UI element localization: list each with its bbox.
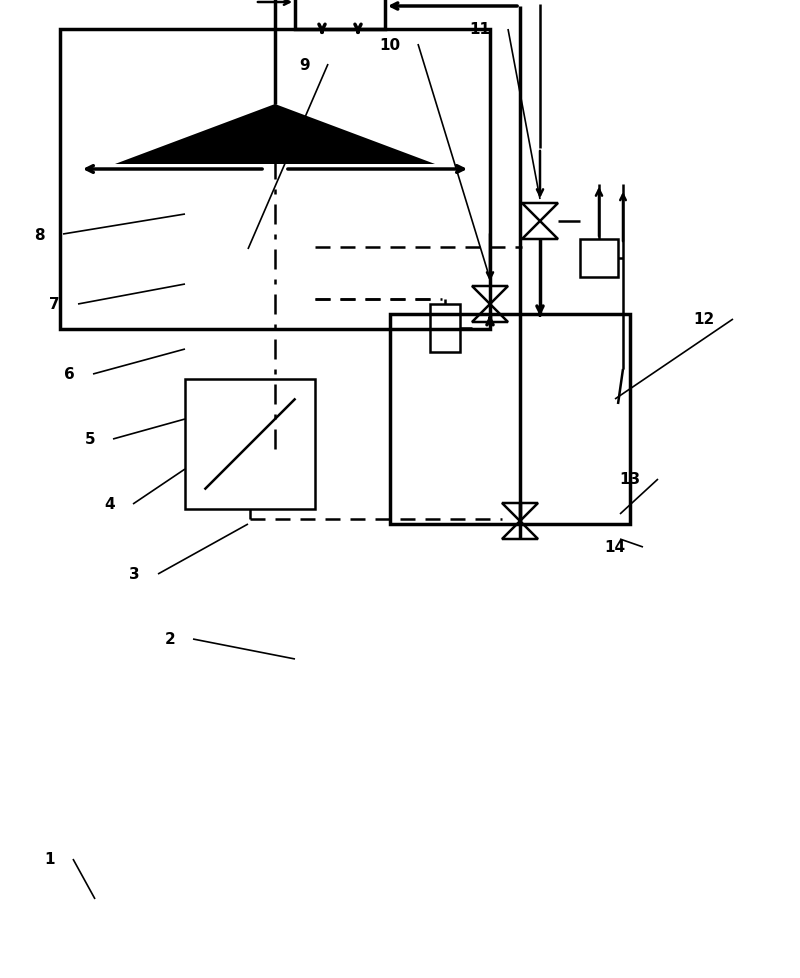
Text: 14: 14 (604, 540, 625, 555)
Text: 2: 2 (164, 632, 175, 646)
Bar (430, 305, 460, 353)
Text: 12: 12 (694, 312, 715, 328)
Bar (580, 240, 618, 278)
Text: 13: 13 (619, 472, 640, 487)
Text: 6: 6 (64, 367, 75, 382)
Text: 5: 5 (84, 432, 95, 447)
Text: 11: 11 (469, 22, 490, 37)
Bar (60, 30, 490, 330)
Text: 9: 9 (299, 58, 310, 72)
Text: 3: 3 (130, 567, 140, 582)
Text: 1: 1 (45, 852, 55, 867)
Bar (295, 0, 385, 30)
Text: 4: 4 (104, 497, 115, 511)
Text: 8: 8 (34, 227, 45, 243)
Bar (185, 379, 315, 510)
Bar (390, 315, 630, 524)
Text: 7: 7 (50, 297, 60, 312)
Polygon shape (115, 105, 435, 165)
Text: 10: 10 (379, 37, 400, 53)
